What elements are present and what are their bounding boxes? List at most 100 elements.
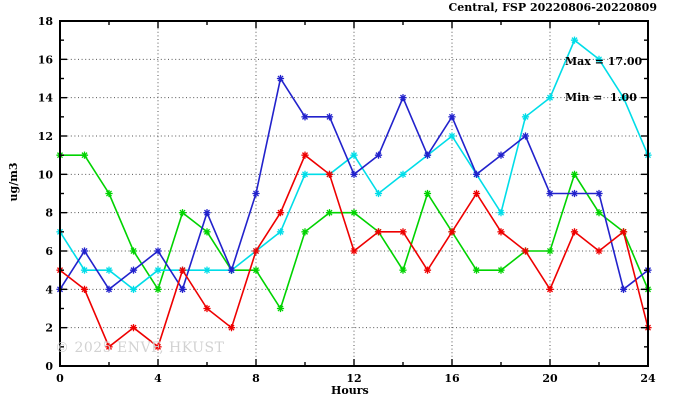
series-red-marker — [301, 151, 309, 159]
series-red-marker — [546, 285, 554, 293]
x-tick-label: 16 — [444, 372, 460, 385]
series-blue-marker — [80, 247, 89, 255]
series-cyan-marker — [497, 209, 505, 217]
series-green-marker — [546, 247, 554, 255]
y-axis-label: ug/m3 — [7, 162, 20, 202]
series-red-marker — [374, 228, 383, 236]
series-red-marker — [619, 228, 628, 236]
y-tick-label: 10 — [38, 168, 54, 181]
series-cyan-marker — [448, 132, 456, 140]
series-blue-marker — [178, 285, 187, 293]
series-cyan-marker — [129, 285, 138, 293]
series-cyan-marker — [203, 266, 211, 274]
y-tick-label: 2 — [45, 322, 53, 335]
series-blue-marker — [448, 113, 456, 121]
series-green-marker — [472, 266, 481, 274]
series-cyan-marker — [301, 170, 309, 178]
series-red-marker — [80, 285, 89, 293]
series-red-marker — [448, 228, 456, 236]
series-blue-marker — [619, 285, 628, 293]
watermark: © 2025 ENVF, HKUST — [55, 340, 225, 356]
chart-title: Central, FSP 20220806-20220809 — [448, 1, 657, 14]
series-red-marker — [497, 228, 505, 236]
series-blue-marker — [252, 189, 260, 198]
series-blue-marker — [154, 247, 162, 255]
series-red-marker — [105, 343, 113, 351]
series-green-marker — [80, 151, 89, 159]
series-cyan-marker — [570, 36, 579, 44]
series-cyan-marker — [546, 94, 554, 102]
series-cyan-marker — [595, 55, 603, 63]
series-cyan-marker — [521, 113, 530, 121]
series-blue-marker — [570, 189, 579, 198]
series-blue-marker — [546, 189, 554, 198]
maxmin-annotation: Max = 17.00 Min = 1.00 — [565, 32, 642, 128]
series-green-marker — [203, 228, 211, 236]
x-tick-label: 12 — [346, 372, 361, 385]
series-green-marker — [105, 189, 113, 198]
series-cyan-marker — [80, 266, 89, 274]
series-green-marker — [325, 209, 334, 217]
series-green-marker — [423, 189, 432, 198]
max-value-label: Max = 17.00 — [565, 55, 643, 68]
series-blue-marker — [105, 285, 113, 293]
series-cyan-marker — [276, 228, 285, 236]
y-tick-label: 0 — [45, 360, 53, 373]
series-blue-marker — [423, 151, 432, 159]
y-tick-label: 18 — [38, 15, 54, 28]
series-cyan-marker — [105, 266, 113, 274]
series-blue-marker — [227, 266, 236, 274]
series-red-marker — [252, 247, 260, 255]
x-tick-label: 0 — [56, 372, 64, 385]
series-green-marker — [301, 228, 309, 236]
series-red-marker — [472, 189, 481, 198]
series-red-marker — [178, 266, 187, 274]
series-red-marker — [325, 170, 334, 178]
series-cyan-marker — [619, 94, 628, 102]
series-cyan-marker — [374, 189, 383, 198]
series-blue-marker — [301, 113, 309, 121]
y-tick-label: 14 — [38, 92, 54, 105]
series-blue-line — [56, 74, 652, 293]
series-green-marker — [252, 266, 260, 274]
series-green-marker — [178, 209, 187, 217]
series-green-marker — [570, 170, 579, 178]
series-blue-marker — [129, 266, 138, 274]
series-blue-marker — [325, 113, 334, 121]
series-red-marker — [276, 209, 285, 217]
series-cyan-marker — [350, 151, 358, 159]
series-green-marker — [129, 247, 138, 255]
y-tick-label: 6 — [45, 245, 53, 258]
axes-box — [59, 20, 649, 367]
series-red-marker — [423, 266, 432, 274]
series-green-marker — [399, 266, 407, 274]
series-red-marker — [154, 343, 162, 351]
min-value-label: Min = 1.00 — [565, 91, 637, 104]
series-blue-marker — [472, 170, 481, 178]
series-green-marker — [276, 304, 285, 313]
series-cyan-marker — [154, 266, 162, 274]
x-tick-label: 24 — [640, 372, 656, 385]
series-green-marker — [595, 209, 603, 217]
series-red-marker — [595, 247, 603, 255]
series-blue-marker — [374, 151, 383, 159]
y-tick-label: 4 — [45, 283, 53, 296]
series-blue-marker — [350, 170, 358, 178]
series-blue-marker — [521, 132, 530, 140]
x-axis-label: Hours — [331, 384, 369, 397]
x-tick-label: 4 — [154, 372, 162, 385]
series-blue-marker — [595, 189, 603, 198]
series-green-marker — [497, 266, 505, 274]
series-blue-marker — [276, 74, 285, 83]
series-red-marker — [203, 304, 211, 313]
y-tick-label: 8 — [45, 207, 53, 220]
series-blue-marker — [399, 94, 407, 102]
series-red-marker — [227, 324, 236, 332]
series-green-marker — [350, 209, 358, 217]
series-cyan-marker — [399, 170, 407, 178]
series-red-marker — [350, 247, 358, 255]
x-tick-label: 8 — [252, 372, 260, 385]
